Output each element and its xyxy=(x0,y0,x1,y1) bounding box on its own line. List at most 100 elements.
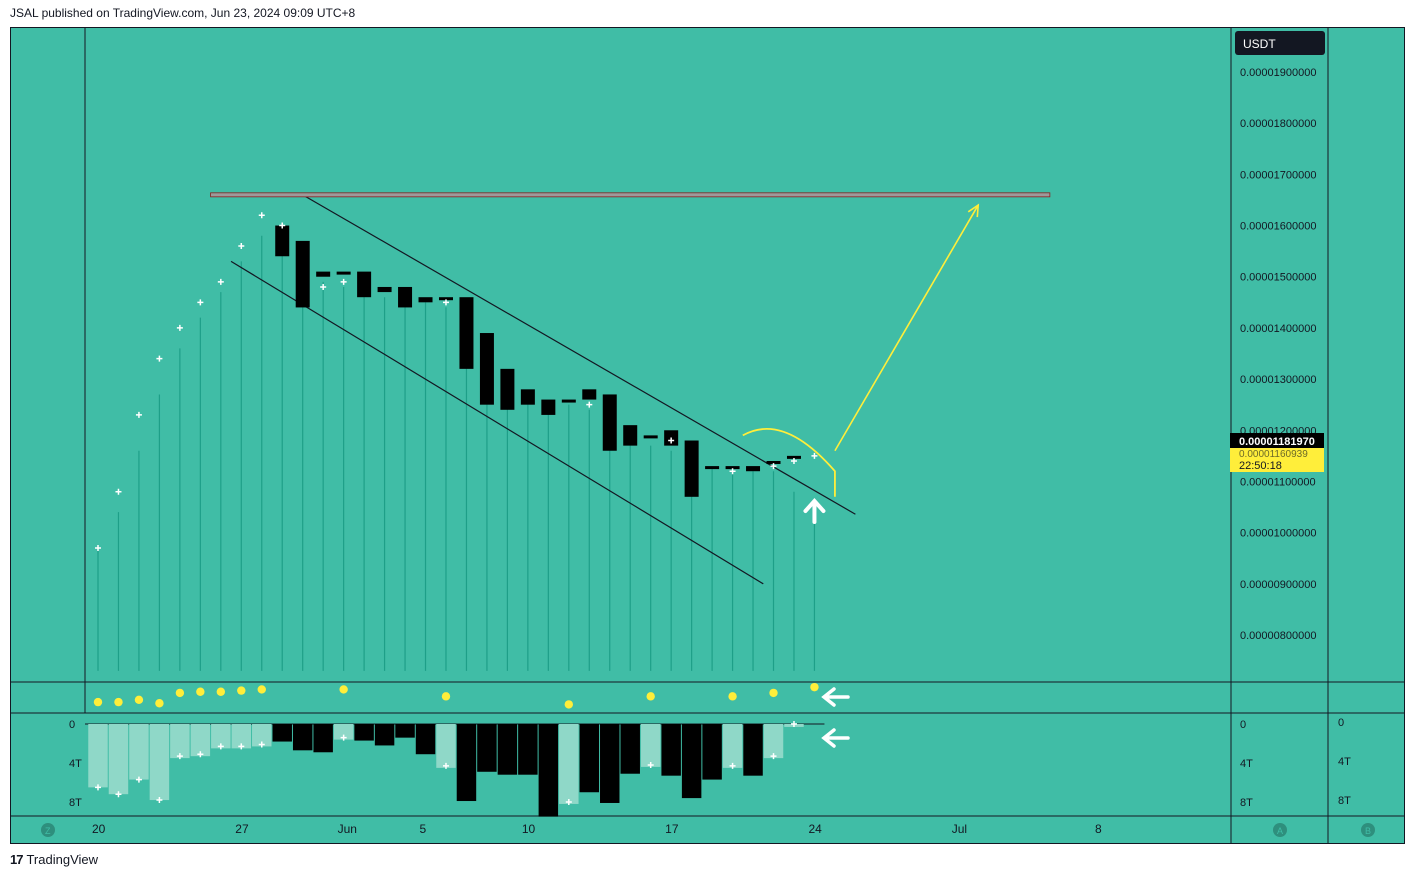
candles[interactable] xyxy=(275,225,801,497)
volume-bar-23 xyxy=(559,724,579,804)
volume-bar-9 xyxy=(272,724,292,742)
volume-bar-4 xyxy=(170,724,190,759)
sar-marker-17 xyxy=(790,457,797,464)
x-tick-label-6: 24 xyxy=(808,822,822,836)
y-tick-label-8: 0.00001100000 xyxy=(1240,476,1316,488)
volume-marker-11 xyxy=(565,799,572,805)
currency-label: USDT xyxy=(1243,37,1276,51)
sar-marker-7 xyxy=(238,243,245,250)
frame-border xyxy=(10,27,1405,844)
volume-bar-16 xyxy=(415,724,436,755)
breakout-up-arrow-icon xyxy=(803,498,826,524)
volume-left-tick-1: 4T xyxy=(69,758,82,770)
volume-marker-4 xyxy=(176,753,183,760)
volume-bar-12 xyxy=(333,724,354,740)
projection-arrow-line xyxy=(834,204,979,452)
y-tick-label-4: 0.00001500000 xyxy=(1240,272,1316,284)
x-tick-label-2: Jun xyxy=(338,822,357,836)
volume-marker-6 xyxy=(217,743,224,750)
current-price-label: 0.00001181970 xyxy=(1239,436,1315,448)
candle-15 xyxy=(582,389,597,400)
countdown-label: 22:50:18 xyxy=(1239,460,1282,472)
chart-svg[interactable]: 0.00001900000 0.00001800000 0.00001700000 0… xyxy=(10,27,1405,844)
sar-marker-1 xyxy=(115,488,122,495)
volume-bar-26 xyxy=(620,724,640,774)
currency-button[interactable]: USDT xyxy=(1235,31,1325,55)
sar-marker-14 xyxy=(668,437,675,444)
volume-bar-19 xyxy=(477,724,497,772)
volume-bar-20 xyxy=(497,724,518,775)
volume-bar-10 xyxy=(292,724,313,751)
chart-background xyxy=(10,27,1405,844)
resistance-line xyxy=(210,192,1051,198)
dots-indicator xyxy=(93,682,819,709)
trendlines[interactable] xyxy=(210,192,1051,585)
volume-bar-27 xyxy=(640,724,661,767)
scale-badge-left[interactable] xyxy=(41,823,55,837)
volume-bar-21 xyxy=(518,724,538,775)
volume-pointer-arrow-icon xyxy=(821,728,850,748)
volume-bar-29 xyxy=(681,724,702,799)
sar-marker-3 xyxy=(156,355,163,362)
sar-marker-8 xyxy=(258,212,265,219)
scale-badge-a[interactable] xyxy=(1273,823,1287,837)
dot-2 xyxy=(134,695,144,704)
x-tick-label-0: 20 xyxy=(92,822,106,836)
volume-bar-30 xyxy=(702,724,722,780)
volume-profile-stems xyxy=(97,230,816,671)
sar-marker-9 xyxy=(279,222,286,229)
volume-bar-11 xyxy=(313,724,333,753)
x-tick-label-7: Jul xyxy=(952,822,967,836)
chart-frame[interactable]: 0.00001900000 0.00001800000 0.00001700000 0… xyxy=(10,27,1405,844)
candle-2 xyxy=(316,271,331,277)
volume-marker-0 xyxy=(95,784,101,791)
volume-marker-13 xyxy=(729,762,736,769)
volume-marker-10 xyxy=(442,762,449,769)
volume-marker-5 xyxy=(197,751,204,758)
candle-20 xyxy=(684,440,699,497)
volume-bar-28 xyxy=(661,724,681,776)
candle-18 xyxy=(643,435,658,439)
sar-marker-0 xyxy=(95,544,101,551)
dot-15 xyxy=(810,682,819,692)
publisher-text: JSAL published on TradingView.com, Jun 2… xyxy=(10,6,356,20)
countdown-label-bg xyxy=(1230,448,1324,472)
axes: 0.00001900000 0.00001800000 0.00001700000 0… xyxy=(69,67,1351,836)
scale-badge-b[interactable] xyxy=(1361,823,1375,837)
volume-far-right-tick-0: 0 xyxy=(1338,717,1344,729)
sar-marker-12 xyxy=(442,299,449,306)
footer-brand[interactable]: 17 TradingView xyxy=(10,852,98,867)
candle-4 xyxy=(357,271,372,298)
volume-marker-14 xyxy=(770,753,777,760)
volume-bar-22 xyxy=(538,724,559,817)
current-price-label-bg xyxy=(1230,433,1324,448)
volume-bar-3 xyxy=(149,724,170,801)
volume-bar-25 xyxy=(600,724,620,803)
sar-marker-6 xyxy=(217,278,224,285)
y-tick-label-11: 0.00000800000 xyxy=(1240,630,1316,642)
candle-0 xyxy=(275,225,290,257)
tradingview-logo-icon: 17 xyxy=(10,852,24,867)
volume-left-tick-2: 8T xyxy=(69,797,82,809)
volume-bar-15 xyxy=(395,724,415,738)
annotations[interactable] xyxy=(742,203,980,748)
dot-7 xyxy=(237,686,246,695)
volume-bar-7 xyxy=(231,724,252,749)
volume-bar-13 xyxy=(354,724,374,741)
volume-marker-9 xyxy=(340,734,347,741)
volume-marker-2 xyxy=(135,776,142,783)
x-tick-label-5: 17 xyxy=(665,822,679,836)
volume-bar-33 xyxy=(763,724,784,759)
volume-marker-15 xyxy=(790,721,797,727)
volume-bar-1 xyxy=(108,724,129,795)
volume-left-tick-0: 0 xyxy=(69,719,75,731)
x-tick-label-8: 8 xyxy=(1095,822,1102,836)
dot-0 xyxy=(93,697,103,707)
volume-far-right-tick-1: 4T xyxy=(1338,756,1351,768)
scale-badges[interactable]: Z A B xyxy=(41,823,1375,837)
volume-marker-12 xyxy=(647,761,654,768)
dot-1 xyxy=(114,697,123,707)
upper-trendline xyxy=(302,194,856,515)
volume-right-tick-1: 4T xyxy=(1240,758,1253,770)
volume-bar-32 xyxy=(743,724,763,776)
